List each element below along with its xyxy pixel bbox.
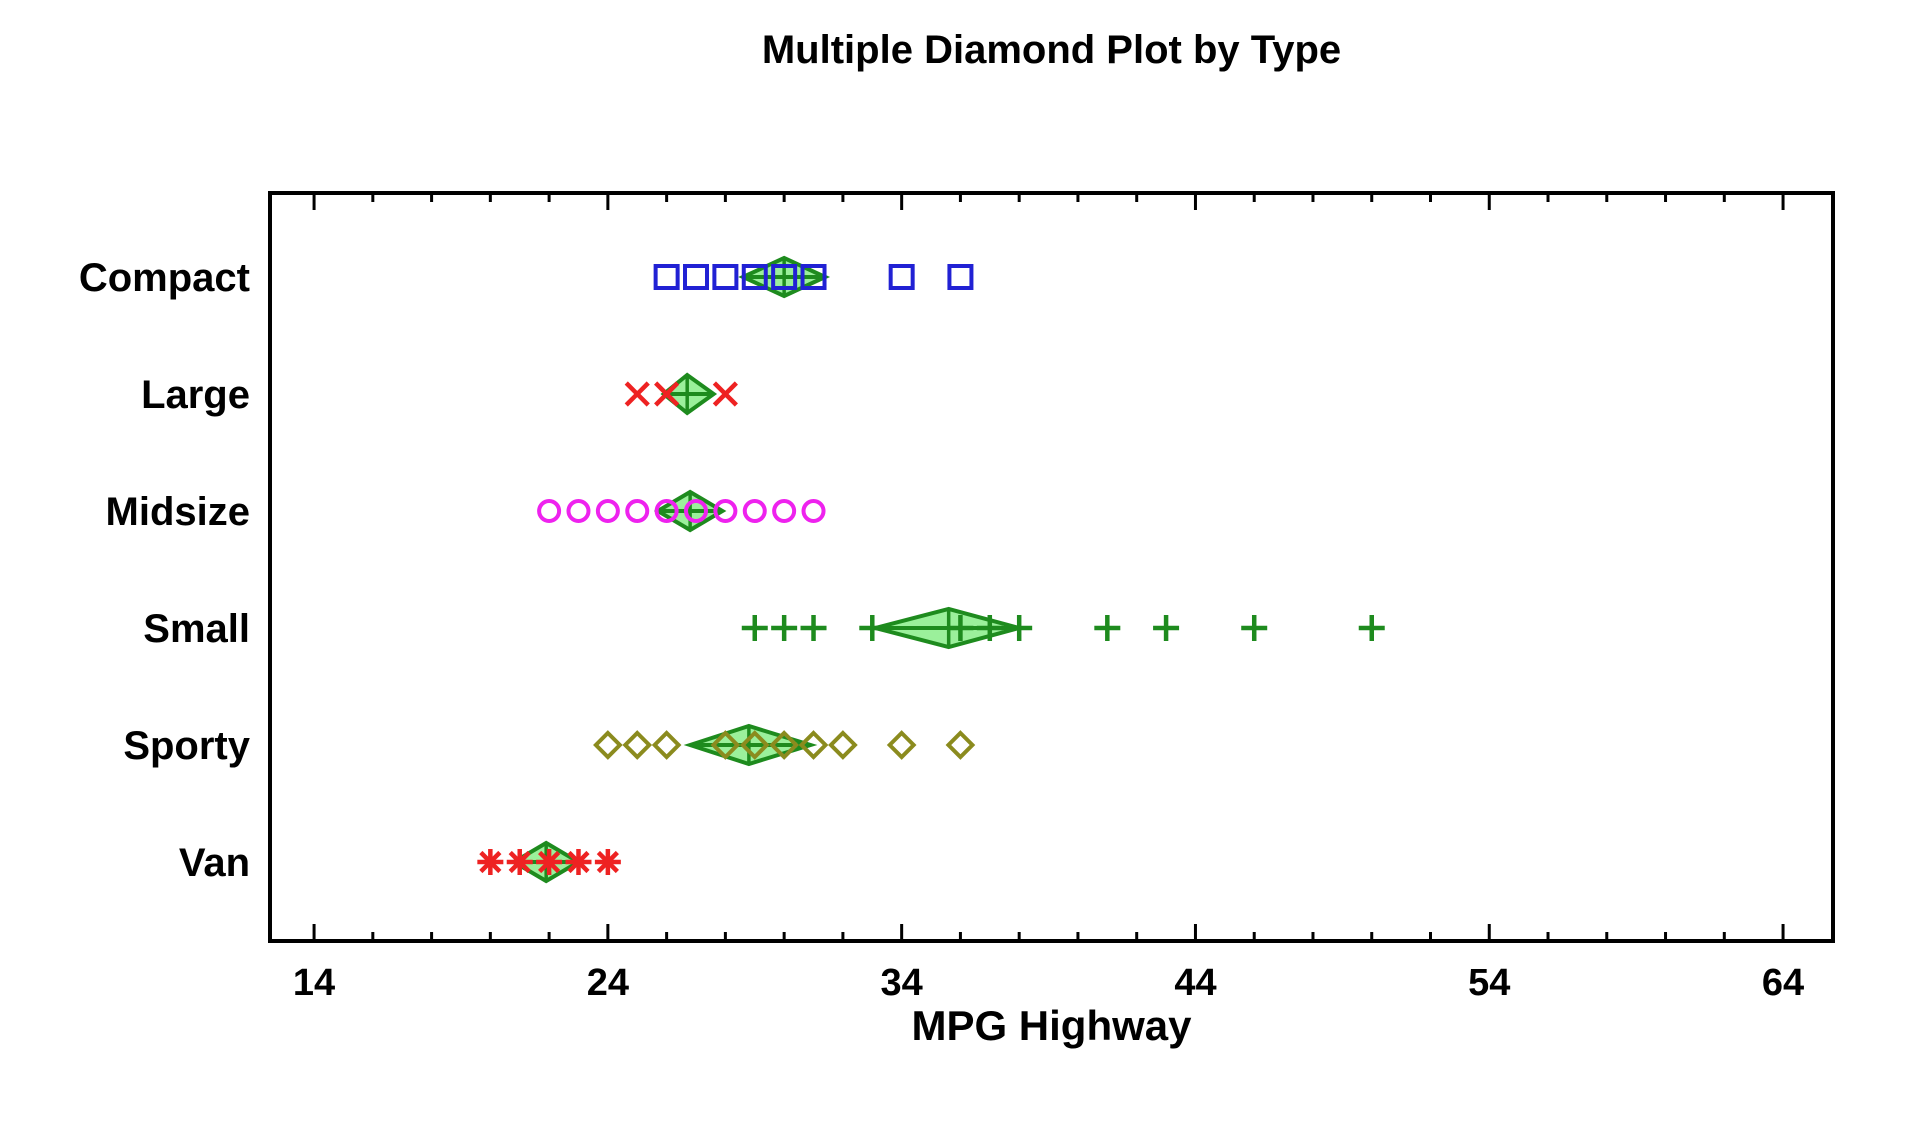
- asterisk-marker: [538, 850, 561, 874]
- x-tick-label: 24: [587, 962, 629, 1004]
- diamond-marker: [828, 730, 858, 760]
- category-label: Large: [141, 373, 250, 417]
- x-tick-label: 44: [1174, 962, 1216, 1004]
- category-label: Van: [179, 841, 250, 885]
- category-label: Midsize: [106, 490, 250, 534]
- circle-marker: [713, 499, 738, 523]
- circle-marker: [595, 499, 620, 523]
- asterisk-marker: [508, 850, 531, 874]
- category-label: Small: [143, 607, 250, 651]
- diamond-marker: [622, 730, 653, 760]
- x-tick-label: 64: [1762, 962, 1804, 1004]
- square-marker: [712, 264, 739, 290]
- diamond-marker: [945, 730, 976, 760]
- diamond-marker: [798, 730, 829, 760]
- circle-marker: [772, 499, 797, 523]
- diamond-marker: [769, 730, 799, 760]
- plot-frame: [268, 191, 1835, 943]
- circle-marker: [537, 499, 562, 523]
- square-marker: [741, 264, 768, 290]
- square-marker: [771, 264, 798, 290]
- x-marker: [654, 381, 680, 407]
- asterisk-marker: [479, 850, 502, 874]
- square-marker: [947, 264, 974, 290]
- x-tick-label: 34: [881, 962, 923, 1004]
- category-label: Sporty: [123, 724, 250, 768]
- square-marker: [800, 264, 827, 290]
- asterisk-marker: [567, 850, 590, 874]
- square-marker: [683, 264, 710, 290]
- x-axis-label: MPG Highway: [911, 1002, 1192, 1049]
- x-tick-label: 14: [293, 962, 335, 1004]
- diamond-marker: [886, 730, 917, 760]
- circle-marker: [566, 499, 591, 523]
- diamond-marker: [593, 730, 623, 760]
- x-marker: [624, 381, 650, 407]
- circle-marker: [684, 499, 709, 523]
- chart-title: Multiple Diamond Plot by Type: [761, 28, 1342, 72]
- diamond-marker: [651, 730, 682, 760]
- diamond-marker: [710, 730, 741, 760]
- x-marker: [712, 381, 738, 407]
- x-tick-label: 54: [1468, 962, 1510, 1004]
- square-marker: [653, 264, 680, 290]
- asterisk-marker: [596, 850, 619, 874]
- circle-marker: [742, 499, 767, 523]
- category-label: Compact: [79, 256, 250, 300]
- circle-marker: [625, 499, 650, 523]
- diamond-marker: [739, 730, 770, 760]
- circle-marker: [654, 499, 679, 523]
- circle-marker: [801, 499, 826, 523]
- square-marker: [888, 264, 915, 290]
